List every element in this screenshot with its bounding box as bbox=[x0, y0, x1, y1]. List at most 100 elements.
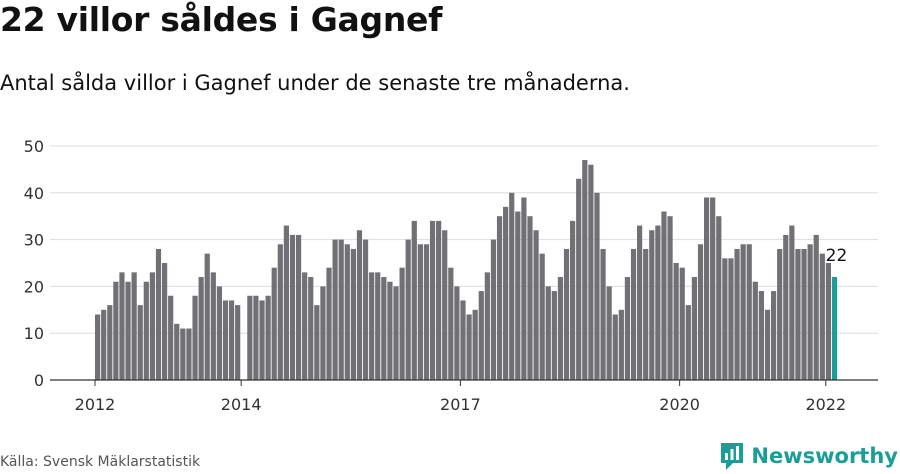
bar bbox=[423, 244, 430, 380]
bar bbox=[204, 253, 210, 380]
bar bbox=[533, 230, 539, 380]
bar bbox=[496, 216, 503, 380]
bar bbox=[186, 328, 192, 380]
brand-logo[interactable]: Newsworthy bbox=[719, 440, 898, 472]
bar bbox=[460, 300, 466, 380]
bar bbox=[770, 291, 777, 380]
bar bbox=[107, 305, 113, 380]
bar bbox=[180, 328, 186, 380]
bar bbox=[265, 295, 271, 380]
bar bbox=[606, 286, 612, 380]
page-subtitle: Antal sålda villor i Gagnef under de sen… bbox=[0, 71, 630, 95]
bar bbox=[137, 305, 143, 380]
bar bbox=[387, 281, 393, 380]
bar bbox=[697, 244, 704, 380]
bar bbox=[813, 234, 819, 380]
bar bbox=[783, 234, 789, 380]
bar bbox=[222, 300, 229, 380]
bar bbox=[247, 295, 253, 380]
bar bbox=[131, 272, 137, 380]
bar bbox=[758, 291, 765, 380]
bar bbox=[576, 178, 582, 380]
bar bbox=[369, 272, 375, 380]
bar bbox=[777, 248, 783, 380]
bar bbox=[661, 211, 667, 380]
bar bbox=[356, 230, 363, 380]
bar bbox=[442, 230, 448, 380]
bar bbox=[594, 192, 600, 380]
bar bbox=[539, 253, 545, 380]
bar bbox=[332, 239, 338, 380]
bar bbox=[320, 286, 326, 380]
bar bbox=[228, 300, 235, 380]
bar bbox=[691, 277, 698, 380]
y-tick-label: 0 bbox=[34, 371, 44, 390]
x-tick-label: 2020 bbox=[659, 395, 700, 414]
x-tick-label: 2017 bbox=[440, 395, 481, 414]
bar bbox=[192, 295, 198, 380]
bar bbox=[149, 272, 156, 380]
bar bbox=[125, 281, 131, 380]
bar bbox=[722, 258, 728, 380]
bar bbox=[161, 263, 168, 380]
bar bbox=[484, 272, 490, 380]
bar bbox=[740, 244, 746, 380]
bar bbox=[764, 309, 771, 380]
bar bbox=[600, 248, 606, 380]
bar bbox=[466, 314, 472, 380]
labels: 0 10 20 30 40 50 2012 2014 2017 2020 2022 22 bbox=[24, 137, 849, 414]
y-tick-label: 30 bbox=[24, 231, 44, 250]
bar bbox=[655, 225, 661, 380]
bar bbox=[716, 216, 722, 380]
brand-name: Newsworthy bbox=[751, 444, 898, 468]
bar bbox=[521, 197, 527, 380]
bar bbox=[801, 248, 807, 380]
bar bbox=[649, 230, 655, 380]
bar bbox=[399, 267, 405, 380]
bar bbox=[210, 272, 216, 380]
x-tick-label: 2012 bbox=[75, 395, 116, 414]
bar bbox=[308, 277, 314, 380]
bar bbox=[216, 286, 222, 380]
bar bbox=[405, 239, 411, 380]
bar bbox=[789, 225, 795, 380]
bar bbox=[381, 277, 387, 380]
bar bbox=[436, 220, 442, 380]
bar bbox=[612, 314, 618, 380]
bar bbox=[490, 239, 497, 380]
bar bbox=[551, 291, 557, 380]
bar bbox=[302, 272, 308, 380]
bar bbox=[295, 234, 302, 380]
bar bbox=[235, 305, 241, 380]
bar bbox=[588, 164, 594, 380]
page-title: 22 villor såldes i Gagnef bbox=[0, 0, 443, 39]
bar bbox=[253, 295, 259, 380]
bar bbox=[344, 244, 350, 380]
data-label-latest: 22 bbox=[826, 246, 848, 266]
bar bbox=[119, 272, 125, 380]
bar bbox=[557, 277, 564, 380]
bar bbox=[362, 239, 369, 380]
y-tick-label: 50 bbox=[24, 137, 44, 156]
bar bbox=[624, 277, 631, 380]
bar bbox=[143, 281, 149, 380]
bar bbox=[429, 220, 436, 380]
bar bbox=[503, 206, 509, 380]
bar bbox=[417, 244, 423, 380]
bar bbox=[277, 244, 283, 380]
bar bbox=[667, 216, 673, 380]
bar bbox=[326, 267, 332, 380]
bar bbox=[685, 305, 691, 380]
bar bbox=[259, 300, 265, 380]
y-tick-label: 40 bbox=[24, 184, 44, 203]
bar bbox=[478, 291, 484, 380]
bar bbox=[752, 281, 758, 380]
bar bbox=[338, 239, 344, 380]
bar bbox=[174, 323, 180, 380]
bar bbox=[393, 286, 399, 380]
bar bbox=[454, 286, 460, 380]
y-tick-label: 10 bbox=[24, 324, 44, 343]
bar bbox=[95, 314, 101, 380]
bar bbox=[411, 220, 417, 380]
bar bbox=[545, 286, 551, 380]
